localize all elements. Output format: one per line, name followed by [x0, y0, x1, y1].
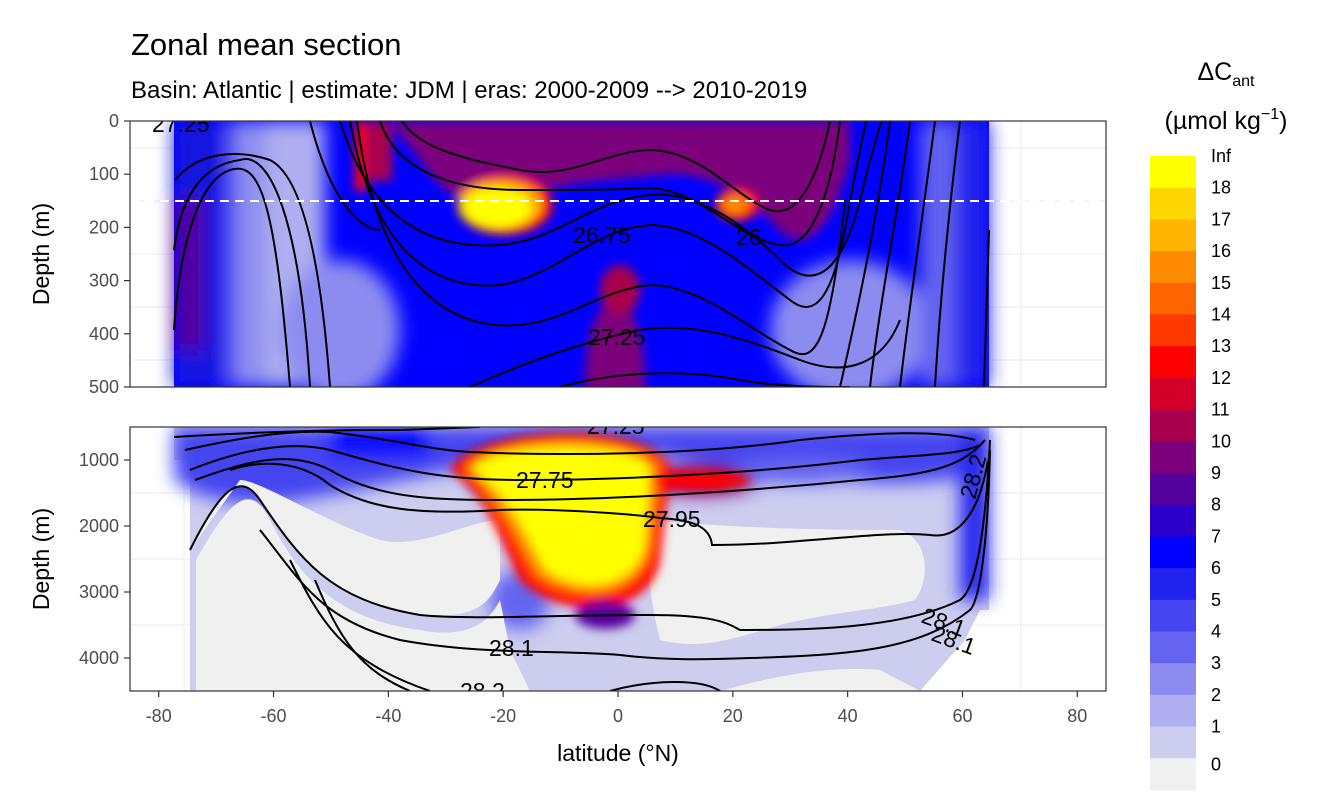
x-tick-label: -60 [261, 706, 287, 726]
y-tick-label: 2000 [79, 516, 119, 536]
y-axis-label-upper: Depth (m) [28, 203, 54, 305]
lower-field: 27.25 27.75 27.95 28.1 28.2 28.1 28.1 28… [173, 413, 991, 704]
legend-swatch [1150, 409, 1196, 442]
legend-label: 6 [1211, 558, 1221, 578]
y-tick-label: 3000 [79, 582, 119, 602]
x-tick-label: 60 [952, 706, 972, 726]
y-tick-label: 400 [89, 324, 119, 344]
legend-label: 16 [1211, 241, 1231, 261]
x-tick-label: -20 [490, 706, 516, 726]
legend-label: 1 [1211, 717, 1221, 737]
upper-panel: 27.25 26.75 26 27.25 [129, 111, 1107, 388]
y-tick-label: 4000 [79, 648, 119, 668]
contour-label: 27.25 [588, 324, 646, 350]
upper-contours [173, 121, 990, 387]
legend-swatch [1150, 599, 1196, 632]
legend-label: 9 [1211, 463, 1221, 483]
y-tick-label: 100 [89, 164, 119, 184]
legend-swatch [1150, 758, 1196, 791]
y-tick-label: 300 [89, 271, 119, 291]
legend-swatch [1150, 568, 1196, 601]
y-tick-label: 1000 [79, 450, 119, 470]
upper-field: 27.25 26.75 26 27.25 [130, 111, 1106, 387]
legend-swatch [1150, 156, 1196, 189]
legend-label: 10 [1211, 431, 1231, 451]
chart-title: Zonal mean section [131, 27, 402, 62]
x-tick-label: -80 [146, 706, 172, 726]
chart-subtitle: Basin: Atlantic | estimate: JDM | eras: … [131, 77, 807, 104]
contour-label: 26.75 [573, 222, 631, 248]
legend-label: 12 [1211, 368, 1231, 388]
legend-label: 5 [1211, 590, 1221, 610]
lower-panel: 27.25 27.75 27.95 28.1 28.2 28.1 28.1 28… [129, 413, 1107, 704]
x-tick-label: 80 [1067, 706, 1087, 726]
legend-swatch [1150, 663, 1196, 696]
legend-swatch [1150, 631, 1196, 664]
legend-label: 2 [1211, 685, 1221, 705]
legend-label: 7 [1211, 526, 1221, 546]
legend-swatch [1150, 504, 1196, 537]
y-tick-label: 0 [109, 111, 119, 131]
legend-label: 17 [1211, 209, 1231, 229]
contour-label: 27.25 [152, 111, 210, 137]
legend-swatch [1150, 726, 1196, 759]
lower-contours [173, 427, 991, 691]
legend-units: (µmol kg−1) [1165, 106, 1288, 135]
legend-label: 8 [1211, 495, 1221, 515]
legend-label: 0 [1211, 754, 1221, 774]
legend-swatch [1150, 441, 1196, 474]
legend-label: 4 [1211, 622, 1221, 642]
x-tick-label: 0 [613, 706, 623, 726]
x-axis-label: latitude (°N) [557, 740, 679, 766]
legend-swatch [1150, 251, 1196, 284]
legend-label: 13 [1211, 336, 1231, 356]
contour-label: 26 [736, 224, 762, 250]
legend-title: ΔCant [1197, 58, 1255, 90]
contour-label: 27.95 [643, 506, 701, 532]
legend-swatch [1150, 377, 1196, 411]
legend-swatch [1150, 187, 1196, 220]
legend-label: 15 [1211, 273, 1231, 293]
legend-swatch [1150, 314, 1196, 347]
legend-swatch [1150, 694, 1196, 728]
upper-panel-border [129, 120, 1107, 388]
legend-swatch [1150, 473, 1196, 506]
x-tick-label: 40 [838, 706, 858, 726]
contour-label: 27.75 [516, 467, 574, 493]
contour-label: 27.25 [587, 413, 645, 439]
legend-swatch [1150, 219, 1196, 252]
axes: -80 -60 -40 -20 0 20 40 60 80 0 100 200 300 400 500 100… [79, 111, 1087, 726]
upper-contour-labels: 27.25 26.75 26 27.25 [152, 111, 762, 350]
contour-label: 28.2 [460, 678, 505, 704]
legend-label: 14 [1211, 305, 1231, 325]
legend-swatch [1150, 346, 1196, 379]
legend-label: 3 [1211, 653, 1221, 673]
x-tick-label: -40 [375, 706, 401, 726]
y-tick-label: 200 [89, 217, 119, 237]
legend-swatch [1150, 282, 1196, 315]
contour-label: 28.1 [489, 635, 534, 661]
legend-label: Inf [1211, 146, 1232, 166]
legend-label: 18 [1211, 178, 1231, 198]
x-tick-label: 20 [723, 706, 743, 726]
y-axis-label-lower: Depth (m) [28, 508, 54, 610]
lower-contour-labels: 27.25 27.75 27.95 28.1 28.2 28.1 28.1 28… [460, 413, 991, 704]
legend-label: 11 [1211, 400, 1230, 420]
legend-swatch [1150, 536, 1196, 569]
y-tick-label: 500 [89, 377, 119, 397]
legend: ΔCant (µmol kg−1) Inf1817161514131211109… [1150, 58, 1287, 791]
